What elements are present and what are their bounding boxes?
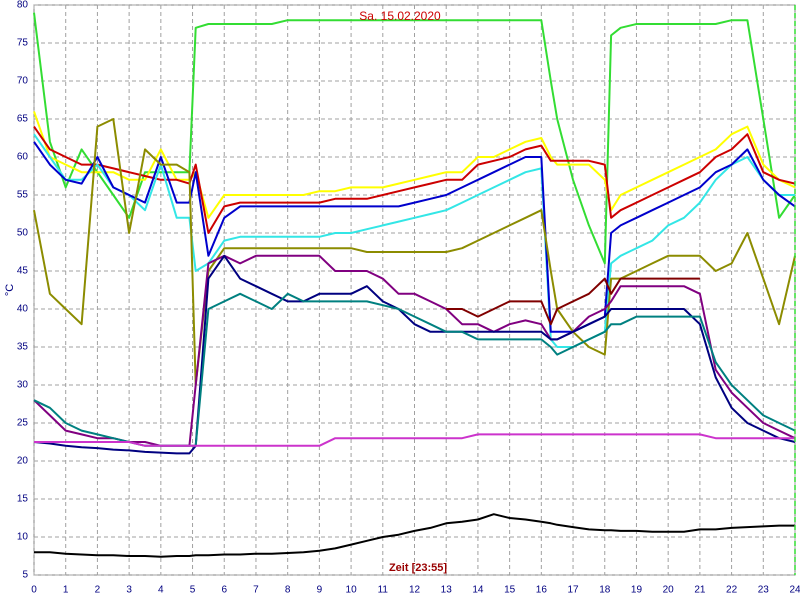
x-tick-label: 12 [409, 585, 421, 596]
series-line [33, 254, 796, 455]
x-tick-label: 24 [789, 585, 800, 596]
series-lines [33, 12, 796, 558]
x-tick-label: 1 [63, 585, 69, 596]
y-tick-label: 55 [17, 190, 29, 201]
series-line [34, 513, 795, 558]
x-tick-label: 8 [285, 585, 291, 596]
series-line [33, 12, 796, 265]
x-tick-label: 13 [441, 585, 453, 596]
series-line [33, 141, 796, 333]
series-line [34, 433, 795, 447]
chart-title: Sa. 15.02.2020 [359, 9, 441, 23]
y-tick-label: 50 [17, 228, 29, 239]
x-tick-label: 0 [31, 585, 37, 596]
x-tick-label: 3 [126, 585, 132, 596]
x-tick-label: 5 [190, 585, 196, 596]
y-tick-label: 70 [17, 76, 29, 87]
y-tick-label: 15 [17, 494, 29, 505]
y-tick-label: 5 [22, 570, 28, 581]
series-line [33, 133, 795, 348]
x-axis-label: Zeit [23:55] [389, 562, 447, 574]
y-tick-label: 75 [17, 38, 29, 49]
x-tick-label: 19 [631, 585, 643, 596]
series-line [33, 118, 796, 386]
y-tick-label: 65 [17, 114, 29, 125]
y-tick-label: 40 [17, 304, 29, 315]
x-tick-label: 4 [158, 585, 164, 596]
grid [33, 4, 796, 576]
x-tick-label: 9 [317, 585, 323, 596]
y-tick-label: 60 [17, 152, 29, 163]
x-tick-label: 14 [472, 585, 484, 596]
x-tick-label: 18 [599, 585, 611, 596]
x-tick-label: 11 [378, 585, 389, 596]
x-tick-label: 10 [346, 585, 358, 596]
y-tick-label: 45 [17, 266, 29, 277]
y-tick-label: 30 [17, 380, 29, 391]
y-tick-label: 35 [17, 342, 29, 353]
x-tick-label: 20 [663, 585, 675, 596]
x-tick-label: 7 [253, 585, 259, 596]
y-axis-label: °C [4, 284, 16, 296]
x-tick-label: 2 [95, 585, 101, 596]
y-tick-label: 20 [17, 456, 29, 467]
y-tick-label: 25 [17, 418, 29, 429]
x-tick-label: 22 [726, 585, 738, 596]
series-line [446, 277, 700, 326]
x-tick-label: 15 [504, 585, 516, 596]
x-tick-label: 16 [536, 585, 548, 596]
y-tick-label: 80 [17, 0, 29, 11]
x-tick-label: 21 [694, 585, 706, 596]
x-tick-label: 17 [567, 585, 579, 596]
x-tick-label: 6 [221, 585, 227, 596]
x-tick-label: 23 [758, 585, 770, 596]
y-tick-label: 10 [17, 532, 29, 543]
